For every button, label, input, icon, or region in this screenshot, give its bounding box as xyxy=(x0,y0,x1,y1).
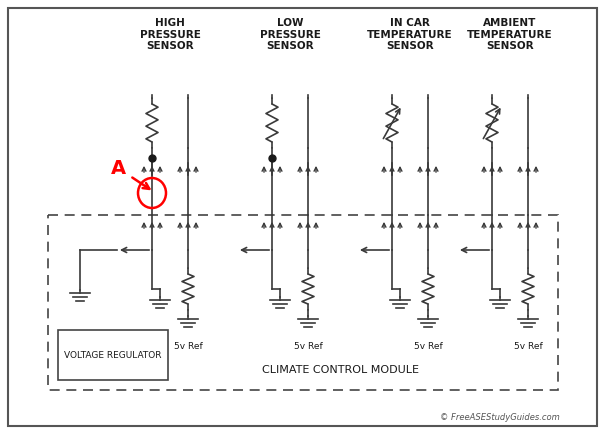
Text: 5v Ref: 5v Ref xyxy=(293,342,322,351)
Text: VOLTAGE REGULATOR: VOLTAGE REGULATOR xyxy=(64,351,162,359)
Text: 5v Ref: 5v Ref xyxy=(514,342,542,351)
Bar xyxy=(48,215,558,390)
Text: 5v Ref: 5v Ref xyxy=(174,342,203,351)
Text: IN CAR
TEMPERATURE
SENSOR: IN CAR TEMPERATURE SENSOR xyxy=(367,18,453,51)
Text: CLIMATE CONTROL MODULE: CLIMATE CONTROL MODULE xyxy=(261,365,419,375)
Text: A: A xyxy=(111,158,126,178)
Text: LOW
PRESSURE
SENSOR: LOW PRESSURE SENSOR xyxy=(260,18,321,51)
Text: HIGH
PRESSURE
SENSOR: HIGH PRESSURE SENSOR xyxy=(140,18,200,51)
Text: © FreeASEStudyGuides.com: © FreeASEStudyGuides.com xyxy=(440,413,560,422)
Text: AMBIENT
TEMPERATURE
SENSOR: AMBIENT TEMPERATURE SENSOR xyxy=(467,18,553,51)
Bar xyxy=(58,330,168,380)
Text: 5v Ref: 5v Ref xyxy=(414,342,442,351)
